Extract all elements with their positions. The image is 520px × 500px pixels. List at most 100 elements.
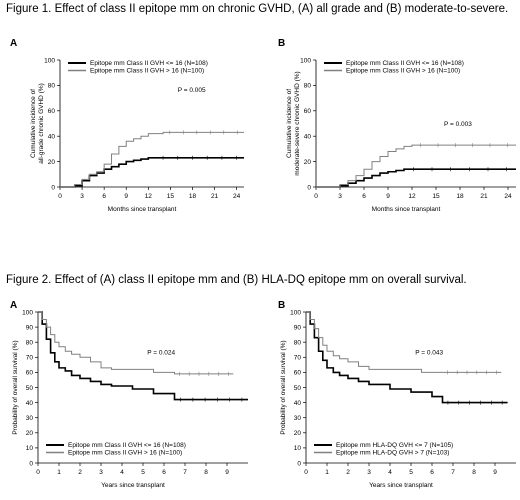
x-tick-label: 5	[409, 469, 413, 476]
y-tick-label: 80	[294, 340, 302, 347]
x-tick-label: 6	[162, 469, 166, 476]
legend-label: Epitope mm Class II GVH > 16 (N=100)	[68, 450, 182, 457]
legend-label: Epitope mm Class II GVH <= 16 (N=108)	[68, 442, 186, 449]
x-tick-label: 21	[211, 193, 219, 200]
y-tick-label: 100	[44, 57, 55, 64]
x-axis-label: Months since transplant	[372, 206, 441, 213]
y-tick-label: 50	[26, 385, 34, 392]
legend-label: Epitope mm Class II GVH <= 16 (N=108)	[90, 60, 208, 67]
series-line-1	[60, 156, 244, 188]
x-tick-label: 4	[120, 469, 124, 476]
x-tick-label: 9	[493, 469, 497, 476]
x-tick-label: 15	[167, 193, 175, 200]
legend-label: Epitope mm Class II GVH <= 16 (N=108)	[346, 60, 464, 67]
y-tick-label: 100	[22, 309, 33, 316]
y-tick-label: 0	[51, 184, 55, 191]
x-tick-label: 7	[451, 469, 455, 476]
x-tick-label: 7	[183, 469, 187, 476]
p-value-annotation: P = 0.043	[415, 349, 443, 356]
figure-2-caption: Figure 2. Effect of (A) class II epitope…	[6, 274, 467, 286]
x-tick-label: 4	[388, 469, 392, 476]
y-tick-label: 0	[29, 460, 33, 467]
p-value-annotation: P = 0.005	[178, 87, 206, 94]
y-tick-label: 40	[26, 400, 34, 407]
x-tick-label: 24	[233, 193, 241, 200]
x-tick-label: 9	[124, 193, 128, 200]
y-axis-label: Probability of overall survival (%)	[280, 340, 287, 434]
x-tick-label: 3	[99, 469, 103, 476]
p-value-annotation: P = 0.003	[444, 121, 472, 128]
y-tick-label: 80	[304, 83, 312, 90]
legend-label: Epitope mm HLA-DQ GVH > 7 (N=103)	[336, 450, 449, 457]
y-tick-label: 50	[294, 385, 302, 392]
y-tick-label: 100	[290, 309, 301, 316]
p-value-annotation: P = 0.024	[147, 349, 175, 356]
x-tick-label: 9	[225, 469, 229, 476]
y-tick-label: 90	[294, 324, 302, 331]
y-tick-label: 0	[297, 460, 301, 467]
x-tick-label: 0	[36, 469, 40, 476]
y-tick-label: 70	[294, 355, 302, 362]
x-tick-label: 8	[472, 469, 476, 476]
series-line-2	[60, 131, 244, 188]
y-axis-label: Cumulative incidence of	[30, 89, 37, 158]
x-axis-label: Months since transplant	[108, 206, 177, 213]
x-tick-label: 15	[432, 193, 440, 200]
x-tick-label: 6	[362, 193, 366, 200]
x-tick-label: 2	[78, 469, 82, 476]
y-tick-label: 0	[307, 184, 311, 191]
x-tick-label: 6	[102, 193, 106, 200]
series-line-2	[38, 311, 234, 375]
series-line-1	[38, 311, 248, 401]
y-axis-label: moderate-severe chronic GVHD (%)	[294, 71, 301, 175]
x-tick-label: 2	[346, 469, 350, 476]
chart-fig1B: B 0 20 40 60 80 100 0 3 6 9 12 15 18 21 24 Months since …	[278, 38, 516, 213]
y-tick-label: 90	[26, 324, 34, 331]
x-tick-label: 6	[430, 469, 434, 476]
x-tick-label: 3	[80, 193, 84, 200]
y-axis-label: all-grade chronic GVHD (%)	[38, 83, 45, 164]
y-tick-label: 20	[294, 430, 302, 437]
x-tick-label: 8	[204, 469, 208, 476]
y-tick-label: 20	[304, 159, 312, 166]
y-tick-label: 60	[26, 370, 34, 377]
y-tick-label: 30	[26, 415, 34, 422]
y-tick-label: 20	[48, 159, 56, 166]
x-tick-label: 0	[304, 469, 308, 476]
panel-label: B	[278, 38, 285, 49]
series-line-2	[306, 311, 502, 373]
panel-label: A	[10, 300, 17, 311]
series-line-1	[316, 168, 516, 188]
y-tick-label: 10	[294, 445, 302, 452]
legend-label: Epitope mm Class II GVH > 16 (N=100)	[90, 68, 204, 75]
x-tick-label: 1	[57, 469, 61, 476]
y-tick-label: 40	[294, 400, 302, 407]
y-tick-label: 60	[304, 108, 312, 115]
y-tick-label: 30	[294, 415, 302, 422]
y-tick-label: 80	[26, 340, 34, 347]
x-tick-label: 3	[367, 469, 371, 476]
x-tick-label: 18	[456, 193, 464, 200]
y-tick-label: 70	[26, 355, 34, 362]
chart-fig2A: A 0 10 20 30 40 50 60 70 80 90 100 0 1 2 3 4 5 6 7 8 9 Years s…	[10, 300, 248, 489]
series-line-1	[306, 311, 508, 404]
y-tick-label: 40	[304, 134, 312, 141]
x-tick-label: 24	[504, 193, 512, 200]
x-axis-label: Years since transplant	[369, 482, 433, 489]
y-tick-label: 60	[48, 108, 56, 115]
x-tick-label: 21	[480, 193, 488, 200]
figure-1-caption: Figure 1. Effect of class II epitope mm …	[6, 3, 509, 15]
chart-fig2B: B 0 10 20 30 40 50 60 70 80 90 100 0 1 2 3 4 5 6 7 8 9 Years s…	[278, 300, 516, 489]
y-tick-label: 100	[300, 57, 311, 64]
x-tick-label: 3	[338, 193, 342, 200]
x-axis-label: Years since transplant	[101, 482, 165, 489]
legend-label: Epitope mm HLA-DQ GVH <= 7 (N=105)	[336, 442, 453, 449]
x-tick-label: 12	[408, 193, 416, 200]
x-tick-label: 1	[325, 469, 329, 476]
y-axis-label: Probability of overall survival (%)	[12, 340, 19, 434]
x-tick-label: 5	[141, 469, 145, 476]
y-axis-label: Cumulative incidence of	[286, 89, 293, 158]
x-tick-label: 9	[386, 193, 390, 200]
chart-fig1A: A 0 20 40 60 80 100 0 3 6 9 12 15 18 21 24 Months since …	[10, 38, 244, 213]
x-tick-label: 18	[189, 193, 197, 200]
